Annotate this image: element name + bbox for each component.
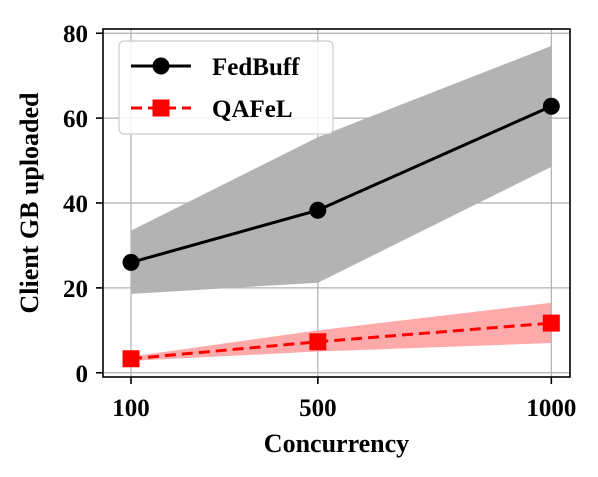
point-qafel-500: [309, 333, 327, 351]
x-axis-label: Concurrency: [264, 429, 409, 458]
y-axis-label: Client GB uploaded: [15, 92, 44, 314]
legend-label-qafel: QAFeL: [212, 96, 293, 123]
x-tick-label-1000: 1000: [526, 395, 576, 422]
y-tick-label-20: 20: [63, 276, 88, 303]
x-tick-label-100: 100: [112, 395, 150, 422]
point-fedbuff-1000: [542, 97, 560, 115]
legend-marker-qafel: [152, 99, 170, 117]
legend-marker-fedbuff: [152, 57, 170, 75]
point-fedbuff-500: [309, 201, 327, 219]
legend: FedBuff QAFeL: [118, 40, 334, 135]
x-axis-ticks: 100 500 1000: [112, 377, 576, 422]
legend-box: [118, 40, 334, 135]
y-tick-label-40: 40: [63, 191, 88, 218]
legend-label-fedbuff: FedBuff: [212, 54, 300, 81]
series-lines: [122, 97, 560, 368]
y-tick-label-80: 80: [63, 21, 88, 48]
y-tick-label-60: 60: [63, 106, 88, 133]
x-tick-label-500: 500: [299, 395, 337, 422]
point-fedbuff-100: [122, 253, 140, 271]
band-qafel: [131, 302, 552, 361]
point-qafel-1000: [542, 314, 560, 332]
y-axis-ticks: 0 20 40 60 80: [63, 21, 103, 388]
y-tick-label-0: 0: [76, 361, 89, 388]
point-qafel-100: [122, 350, 140, 368]
